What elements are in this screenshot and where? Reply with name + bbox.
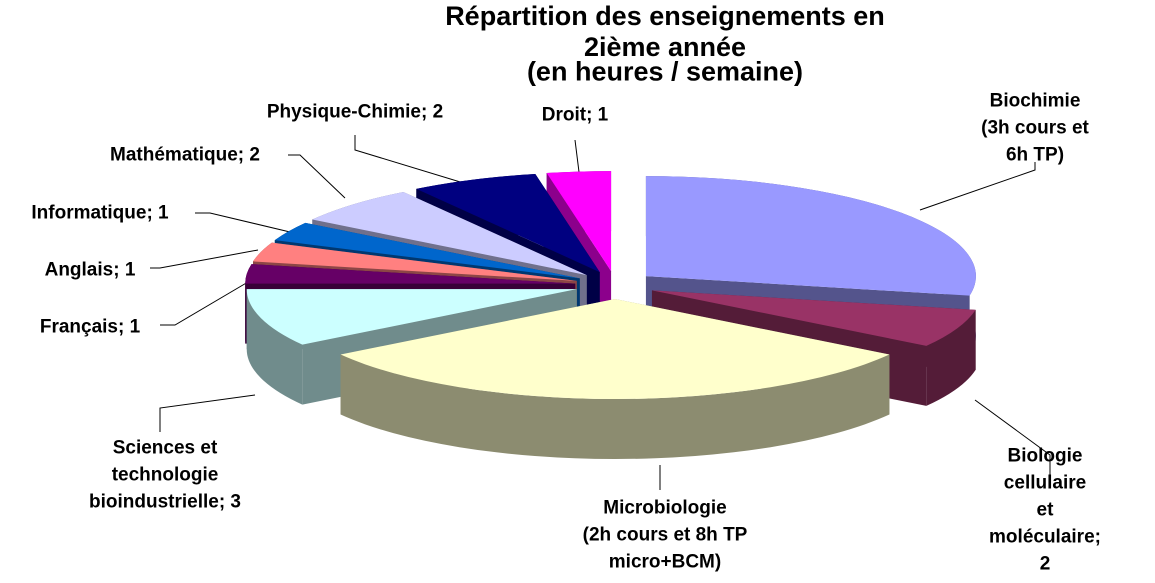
slice-side [926, 309, 976, 406]
slice [340, 299, 890, 400]
slice-side [246, 289, 303, 405]
chart-subtitle: (en heures / semaine) [526, 56, 804, 87]
slice-label: Physique-Chimie; 2 [266, 101, 444, 123]
slice [546, 171, 612, 272]
leader-line [288, 154, 346, 199]
slice [274, 222, 580, 279]
slice-label: Microbiologie (2h cours et 8h TP micro+B… [582, 497, 748, 573]
slice-side [340, 354, 890, 459]
leader-line [195, 212, 291, 233]
slice [246, 289, 577, 345]
leader-line [159, 394, 256, 432]
leader-line [354, 135, 481, 189]
slice-label: Droit; 1 [541, 104, 609, 126]
slice-label: Français; 1 [39, 316, 141, 338]
slice [645, 176, 976, 296]
slice-label: Sciences et technologie bioindustrielle;… [88, 437, 242, 513]
slice-label: Anglais; 1 [44, 259, 136, 281]
slice-label: Biologie cellulaire et moléculaire; 2 [989, 445, 1101, 575]
slice [253, 242, 577, 281]
slice [312, 191, 587, 276]
leader-line [919, 162, 1036, 211]
leader-line [974, 399, 1051, 480]
leader-line [160, 281, 249, 326]
chart-title: Répartition des enseignements en 2ième a… [445, 1, 885, 62]
slice [416, 173, 600, 273]
slice [245, 264, 576, 284]
slice-label: Informatique; 1 [31, 202, 169, 224]
slice-label: Biochimie (3h cours et 6h TP) [981, 90, 1089, 166]
slice-label: Mathématique; 2 [110, 144, 260, 166]
slice [651, 290, 976, 346]
leader-lines [150, 135, 1051, 490]
leader-line [150, 249, 259, 269]
